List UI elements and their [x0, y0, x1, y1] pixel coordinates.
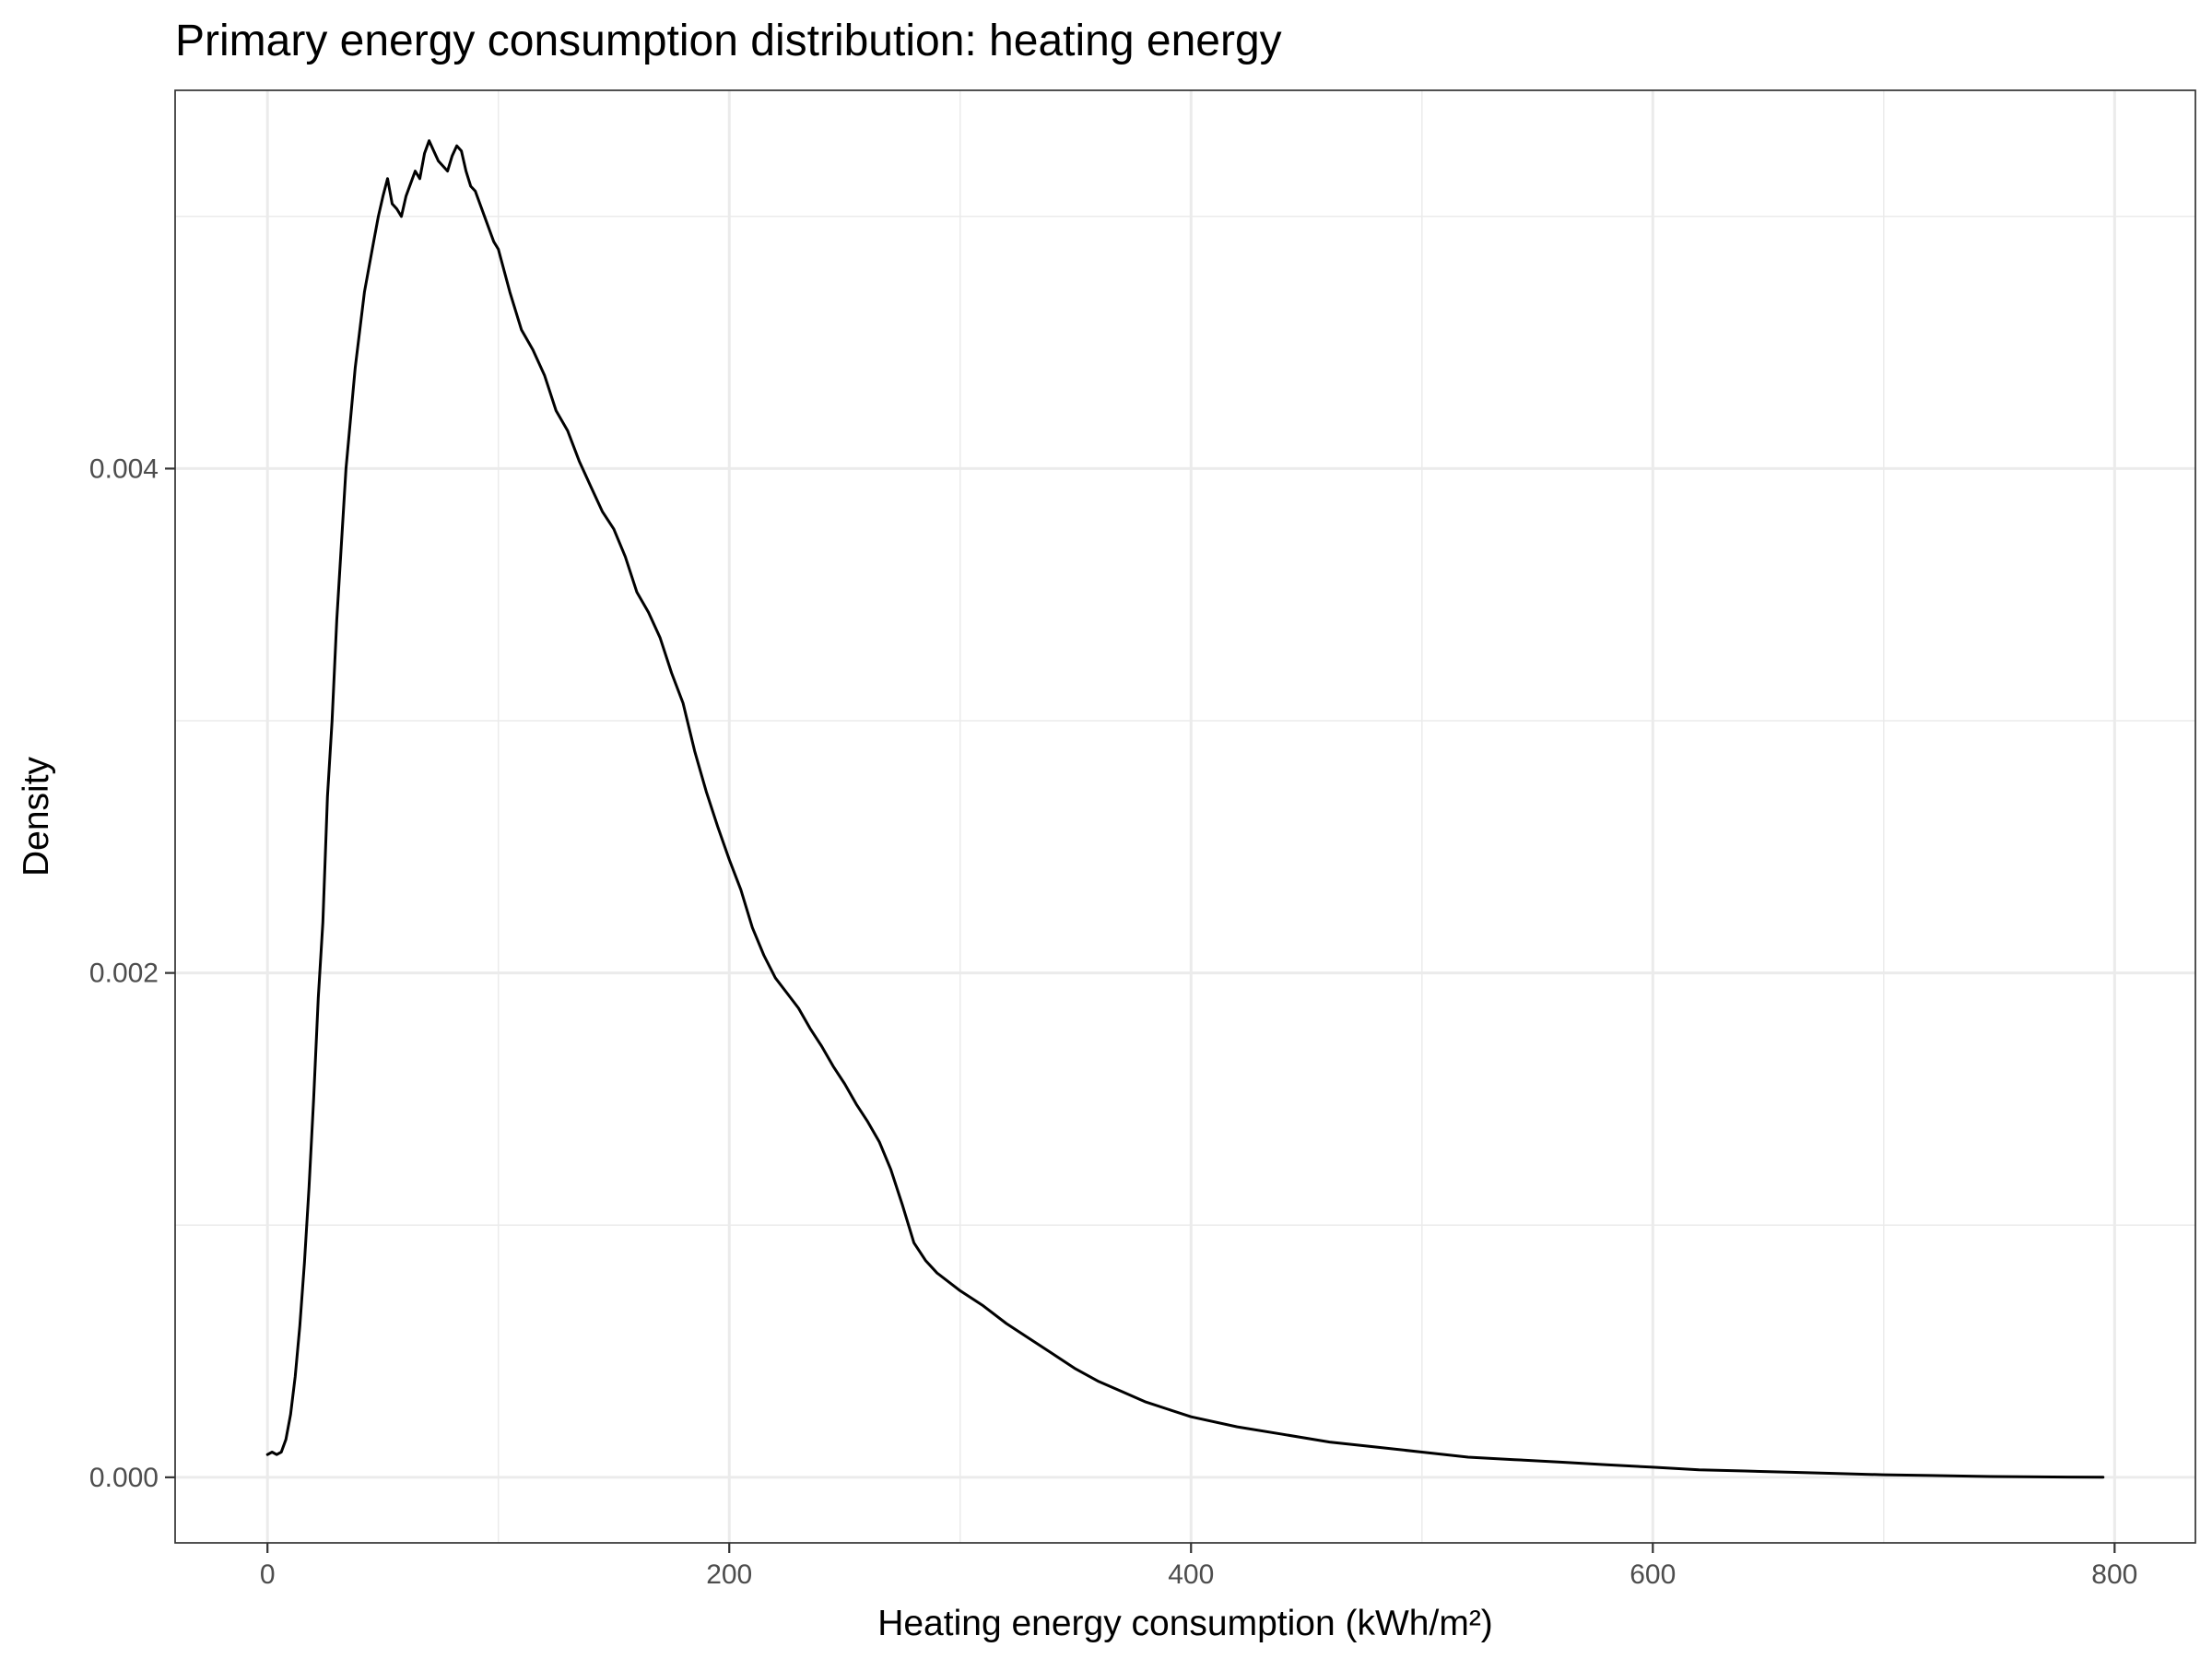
plot-panel-border — [174, 89, 2196, 1544]
x-tick-label: 800 — [2091, 1559, 2137, 1590]
x-tick-label: 600 — [1630, 1559, 1676, 1590]
y-tick-label: 0.000 — [89, 1463, 159, 1493]
x-tick-label: 200 — [706, 1559, 752, 1590]
chart-title: Primary energy consumption distribution:… — [175, 17, 1282, 65]
y-tick-label: 0.002 — [89, 959, 159, 989]
minor-grid — [175, 90, 2195, 1543]
x-tick-label: 400 — [1168, 1559, 1214, 1590]
y-axis: 0.000 0.002 0.004 — [89, 453, 175, 1493]
density-curve — [265, 139, 2105, 1479]
major-grid — [175, 90, 2195, 1543]
x-tick-label: 0 — [260, 1559, 276, 1590]
x-axis: 0 200 400 600 800 — [260, 1543, 2137, 1590]
x-axis-title: Heating energy consumption (kWh/m²) — [877, 1604, 1493, 1643]
y-axis-title: Density — [17, 756, 56, 877]
y-tick-label: 0.004 — [89, 453, 159, 484]
